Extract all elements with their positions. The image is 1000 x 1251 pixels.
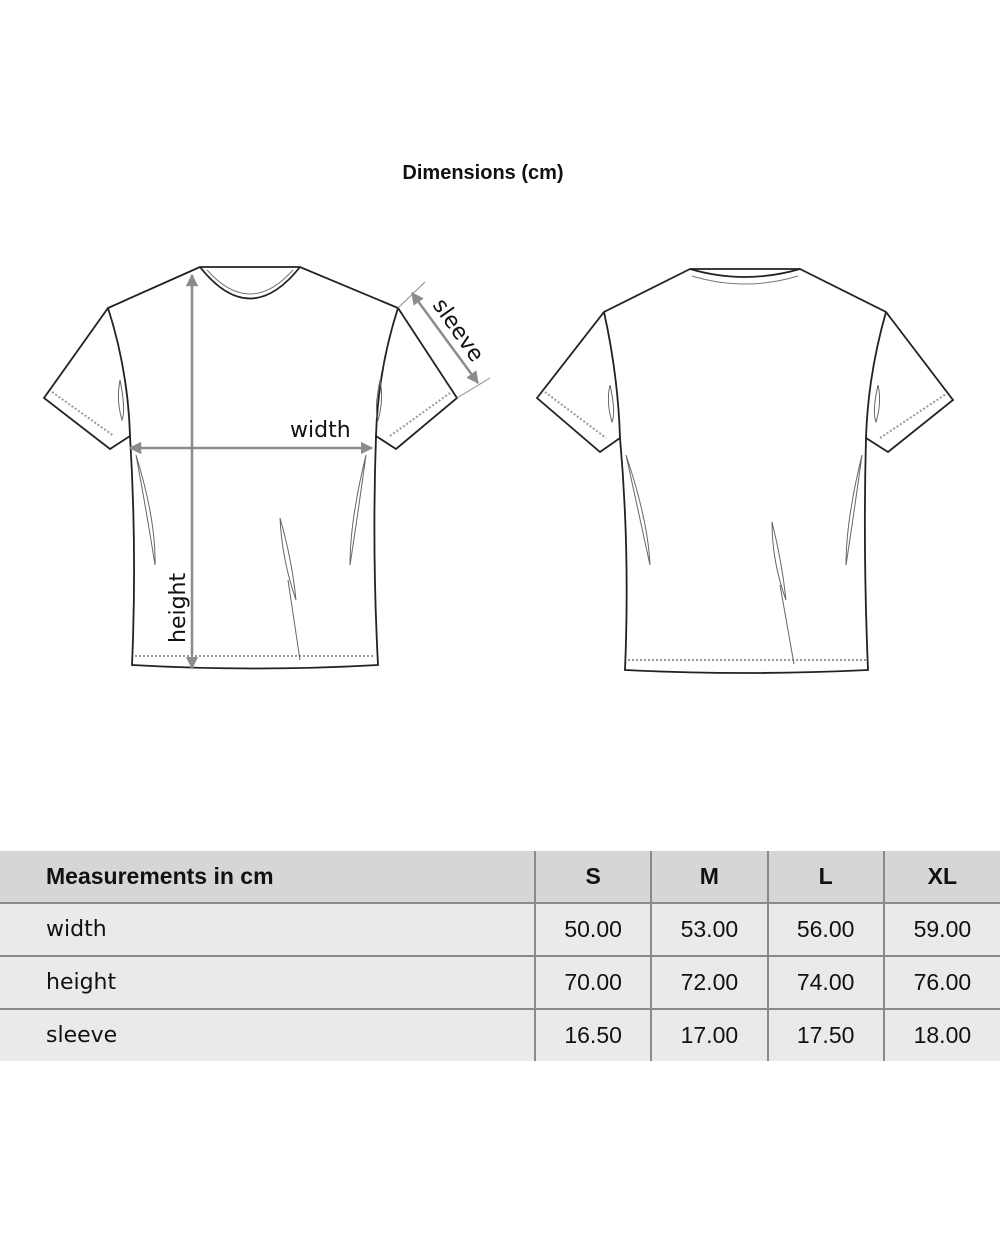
table-row-width: width 50.00 53.00 56.00 59.00 [0, 902, 1000, 957]
measurement-arrows [128, 273, 491, 670]
table-cell: 17.00 [650, 1008, 769, 1061]
row-label: height [0, 955, 536, 1010]
header-measurements: Measurements in cm [0, 851, 536, 904]
table-cell: 50.00 [533, 902, 653, 957]
table-cell: 18.00 [882, 1008, 1000, 1061]
table-cell: 17.50 [766, 1008, 885, 1061]
size-table: Measurements in cm S M L XL width 50.00 … [0, 851, 1000, 1061]
height-label: height [166, 573, 191, 643]
header-size-s: S [533, 851, 653, 904]
table-cell: 56.00 [766, 902, 885, 957]
table-cell: 59.00 [882, 902, 1000, 957]
tshirt-diagram: width height sleeve [42, 266, 955, 674]
row-label: sleeve [0, 1008, 536, 1061]
table-cell: 16.50 [533, 1008, 653, 1061]
table-cell: 76.00 [882, 955, 1000, 1010]
row-label: width [0, 902, 536, 957]
width-label: width [290, 418, 351, 443]
front-tshirt [42, 266, 459, 670]
header-size-l: L [766, 851, 885, 904]
table-row-sleeve: sleeve 16.50 17.00 17.50 18.00 [0, 1008, 1000, 1061]
table-cell: 53.00 [650, 902, 769, 957]
table-header-row: Measurements in cm S M L XL [0, 851, 1000, 904]
sleeve-arrow [410, 291, 480, 385]
back-tshirt [535, 268, 955, 674]
table-row-height: height 70.00 72.00 74.00 76.00 [0, 955, 1000, 1010]
table-cell: 70.00 [533, 955, 653, 1010]
header-size-m: M [650, 851, 769, 904]
page-title: Dimensions (cm) [402, 162, 564, 184]
table-cell: 72.00 [650, 955, 769, 1010]
header-size-xl: XL [882, 851, 1000, 904]
table-cell: 74.00 [766, 955, 885, 1010]
